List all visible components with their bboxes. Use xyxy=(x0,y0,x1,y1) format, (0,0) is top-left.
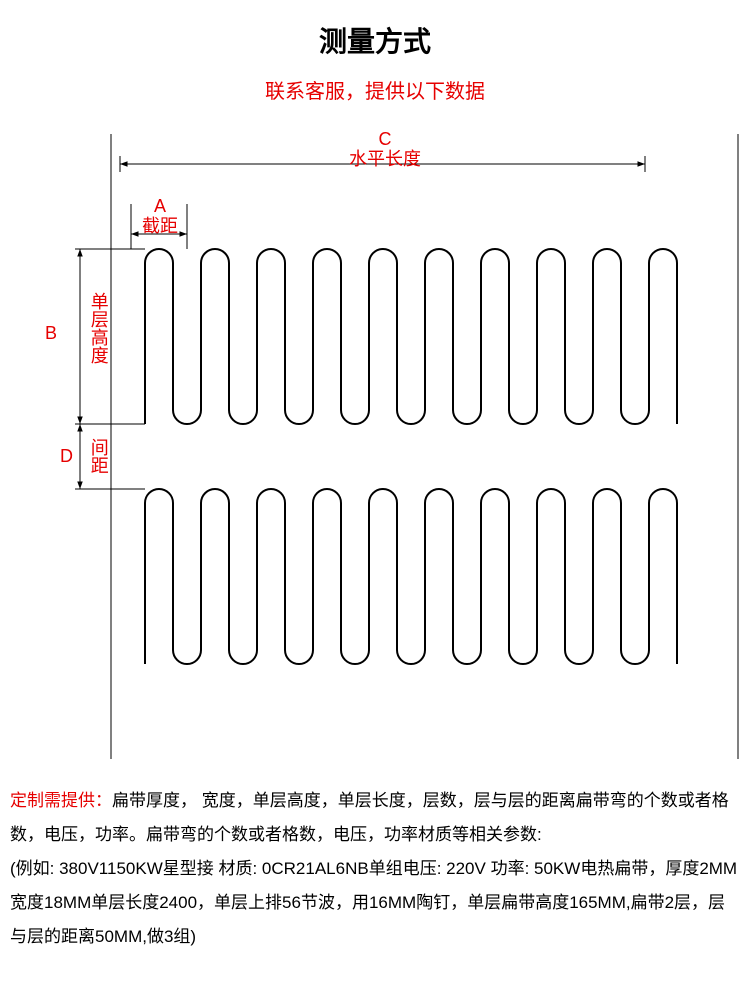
description: 定制需提供：扁带厚度， 宽度，单层高度，单层长度，层数，层与层的距离扁带弯的个数… xyxy=(5,784,745,954)
label-d-letter: D xyxy=(60,447,73,467)
label-a: A截距 xyxy=(135,197,185,237)
desc-line1: 扁带厚度， 宽度，单层高度，单层长度，层数，层与层的距离扁带弯的个数或者格数，电… xyxy=(10,791,729,844)
label-b-letter: B xyxy=(45,324,57,344)
main-title: 测量方式 xyxy=(5,20,745,60)
diagram-svg xyxy=(5,124,745,764)
label-d-text: 间距 xyxy=(88,438,108,474)
diagram: C水平长度 A截距 B 单层高度 D 间距 xyxy=(5,124,745,764)
subtitle: 联系客服，提供以下数据 xyxy=(5,75,745,104)
label-b-text: 单层高度 xyxy=(88,292,108,364)
label-c: C水平长度 xyxy=(345,130,425,170)
desc-line2: (例如: 380V1150KW星型接 材质: 0CR21AL6NB单组电压: 2… xyxy=(10,859,737,946)
desc-prefix: 定制需提供： xyxy=(10,791,112,810)
